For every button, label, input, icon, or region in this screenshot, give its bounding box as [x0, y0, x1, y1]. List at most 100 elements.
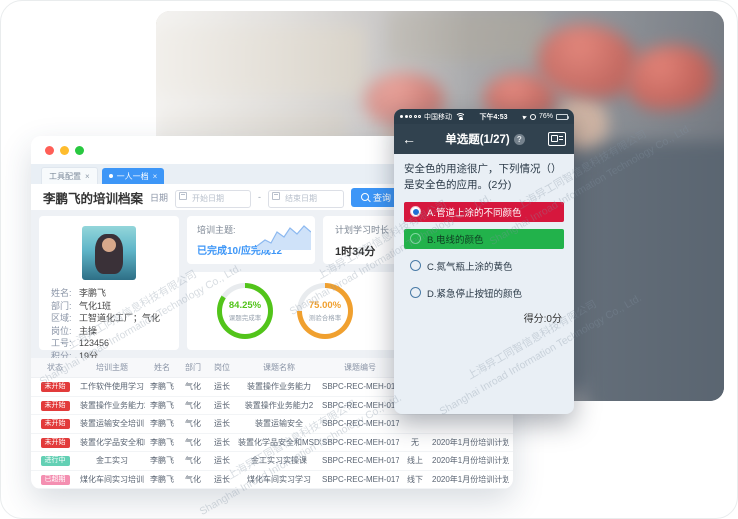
calendar-icon	[179, 192, 188, 200]
cell-topic: 工作软件使用学习	[79, 377, 145, 397]
option-label: B.电线的颜色	[427, 234, 484, 246]
cell-course: 装卸车实习	[237, 488, 321, 489]
profile-field-value: 气化1班	[79, 300, 112, 311]
signal-dots-icon	[400, 115, 421, 118]
profile-field-value: 19分	[79, 350, 99, 361]
cell-dept: 气化	[179, 414, 207, 434]
cell-post: 运长	[207, 451, 237, 471]
cell-name: 李鹏飞	[145, 488, 179, 489]
profile-field-label: 工号:	[51, 338, 72, 348]
cell-dept: 气化	[179, 451, 207, 471]
maximize-window-icon[interactable]	[75, 145, 84, 155]
tab-tool-config[interactable]: 工具配置 ×	[41, 167, 98, 184]
cell-topic: 煤化车间实习培训	[79, 470, 145, 489]
cell-action[interactable]: 取消	[509, 451, 513, 471]
radio-icon[interactable]	[410, 206, 421, 217]
location-arrow-icon	[522, 113, 528, 120]
status-badge: 已超期	[40, 474, 70, 485]
date-label: 日期	[150, 192, 169, 203]
column-header: 姓名	[145, 358, 179, 378]
cell-status: 已完成	[31, 488, 79, 489]
profile-row: 区域: 工智道化工厂；气化	[51, 313, 167, 325]
help-icon[interactable]: ?	[513, 133, 525, 145]
duration-value: 1时34分	[335, 246, 376, 258]
question-text: 安全色的用途很广，下列情况（）是安全色的应用。(2分)	[404, 163, 562, 191]
profile-row: 姓名: 李鹏飞	[51, 288, 167, 300]
close-window-icon[interactable]	[45, 145, 54, 155]
cell-plan: 2020年1月份培训计划	[431, 470, 509, 489]
tab-label: 工具配置	[49, 171, 81, 181]
option-d[interactable]: D.紧急停止按钮的颜色	[404, 283, 564, 303]
date-range-separator: -	[258, 192, 262, 202]
option-b[interactable]: B.电线的颜色	[404, 228, 564, 249]
profile-field-label: 姓名:	[51, 288, 72, 298]
radio-icon[interactable]	[410, 260, 421, 271]
tab-one-person-one-file[interactable]: 一人一档 ×	[101, 168, 165, 184]
theme-progress: 已完成10/应完成12	[197, 246, 283, 257]
cell-topic: 装置化学品安全和MSDS	[79, 433, 145, 452]
end-date-field-wrap	[268, 188, 345, 208]
phone-body: 安全色的用途很广，下列情况（）是安全色的应用。(2分) A.管道上涂的不同颜色 …	[394, 154, 574, 333]
score-text: 得分:0分	[523, 313, 562, 325]
radio-icon[interactable]	[410, 287, 421, 298]
start-date-input[interactable]	[175, 189, 252, 208]
tab-close-icon[interactable]: ×	[85, 171, 90, 181]
cell-course: 煤化车间实习学习	[237, 470, 321, 489]
cell-status: 未开始	[31, 433, 79, 452]
answer-sheet-icon[interactable]	[548, 132, 566, 146]
column-header: 课题名称	[237, 358, 321, 378]
cell-action	[509, 414, 513, 434]
option-label: D.紧急停止按钮的颜色	[427, 288, 523, 300]
completion-label: 课题完成率	[228, 315, 262, 322]
phone-quiz-overlay: 中国移动 下午4:53 76% ← 单选题(1/27) ? 安全色的用途很广，下…	[394, 109, 574, 414]
profile-row: 部门: 气化1班	[51, 301, 167, 313]
column-header: 状态	[31, 358, 79, 378]
option-a[interactable]: A.管道上涂的不同颜色	[404, 201, 564, 222]
cell-mode: 线上	[399, 451, 431, 471]
search-button[interactable]: 查询	[351, 187, 402, 207]
cell-code: SBPC-REC-MEH-017	[321, 470, 399, 489]
phone-navbar: ← 单选题(1/27) ?	[394, 124, 574, 154]
back-arrow-icon[interactable]: ←	[402, 131, 416, 147]
cell-post: 运长	[207, 433, 237, 452]
cell-action[interactable]: 取消	[509, 488, 513, 489]
cell-action[interactable]: 变更	[509, 433, 513, 452]
completion-donut: 84.25% 课题完成率	[217, 283, 273, 339]
phone-statusbar: 中国移动 下午4:53 76%	[394, 109, 574, 124]
cell-name: 李鹏飞	[145, 470, 179, 489]
option-c[interactable]: C.氮气瓶上涂的黄色	[404, 256, 564, 276]
column-header: 课题编号	[321, 358, 399, 378]
cell-code: SBPC-REC-MEH-017	[321, 488, 399, 489]
cell-code: SBPC-REC-MEH-017	[321, 414, 399, 434]
option-label: A.管道上涂的不同颜色	[427, 207, 522, 219]
profile-field-label: 区域:	[51, 313, 72, 323]
profile-field-value: 李鹏飞	[79, 288, 107, 298]
battery-percent: 76%	[538, 113, 553, 120]
calendar-icon	[272, 192, 281, 200]
end-date-input[interactable]	[268, 189, 345, 208]
tab-close-icon[interactable]: ×	[152, 171, 158, 181]
minimize-window-icon[interactable]	[60, 145, 69, 155]
cell-plan	[431, 414, 509, 434]
cell-status: 未开始	[31, 396, 79, 415]
profile-row: 岗位: 主操	[51, 326, 167, 338]
cell-topic: 金工实习	[79, 451, 145, 471]
avatar-face	[102, 238, 116, 252]
cell-course: 装置运输安全	[237, 414, 321, 434]
cell-dept: 气化	[179, 488, 207, 489]
radio-icon[interactable]	[410, 233, 421, 244]
table-row: 未开始 装置操作业务能力2 李鹏飞 气化 运长 装置操作业务能力2 SBPC-REC-MEH…	[31, 396, 513, 415]
profile-card: 姓名: 李鹏飞 部门: 气化1班 区域: 工智道化工厂；气化 岗位: 主操 工号: 123456 积…	[39, 216, 179, 361]
cell-course: 装置操作业务能力2	[237, 396, 321, 415]
theme-label: 培训主题:	[197, 225, 236, 235]
cell-action[interactable]: 取消	[509, 470, 513, 489]
profile-field-value: 工智道化工厂；气化	[79, 313, 161, 323]
clock-time: 下午4:53	[479, 113, 508, 121]
cell-course: 金工实习实操课	[237, 451, 321, 471]
cell-name: 李鹏飞	[145, 377, 179, 397]
cell-plan: 2020年1月份培训计划	[431, 433, 509, 452]
profile-field-label: 岗位:	[51, 325, 72, 336]
training-theme-card: 培训主题: 已完成10/应完成12	[187, 216, 315, 264]
search-button-label: 查询	[373, 192, 392, 203]
